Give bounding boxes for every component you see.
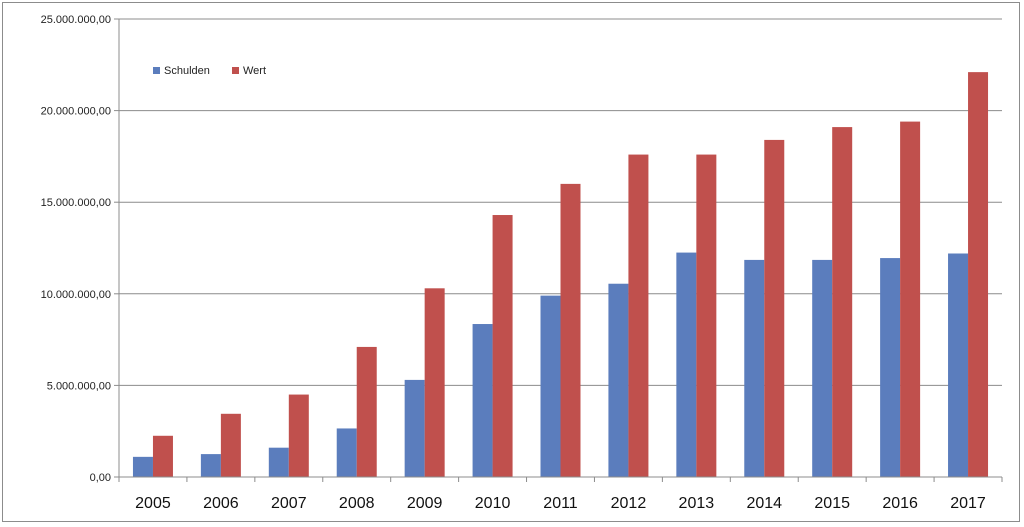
y-tick-labels: 0,00 5.000.000,00 10.000.000,00 15.000.000,…: [41, 14, 111, 484]
x-tick-label: 2009: [407, 495, 443, 512]
bar-wert-2011: [560, 183, 581, 477]
legend-swatch: [232, 67, 239, 74]
legend-swatch: [153, 67, 160, 74]
legend: Schulden Wert: [153, 65, 266, 77]
bar-schulden-2017: [948, 253, 969, 477]
bar-wert-2009: [424, 288, 445, 477]
y-tick-label: 25.000.000,00: [41, 14, 111, 26]
x-tick-label: 2006: [203, 495, 239, 512]
bar-wert-2015: [832, 127, 853, 477]
legend-label: Schulden: [164, 65, 210, 77]
bar-wert-2010: [492, 215, 513, 478]
bar-wert-2008: [356, 346, 377, 477]
bar-wert-2005: [152, 435, 173, 477]
bar-wert-2014: [764, 139, 785, 478]
y-tick-label: 10.000.000,00: [41, 289, 111, 301]
x-tick-label: 2015: [814, 495, 850, 512]
x-tick-labels: 2005 2006 2007 2008 2009 2010 2011 2012 2013 2014…: [135, 495, 986, 512]
bar-chart: 0,00 5.000.000,00 10.000.000,00 15.000.000,…: [41, 14, 1003, 512]
x-tick-label: 2008: [339, 495, 375, 512]
bar-schulden-2014: [744, 259, 765, 477]
bar-wert-2012: [628, 154, 649, 477]
bar-schulden-2016: [880, 258, 901, 477]
bar-schulden-2013: [676, 252, 697, 477]
bar-wert-2006: [220, 413, 241, 477]
y-tick-label: 5.000.000,00: [47, 380, 111, 392]
x-tick-label: 2014: [746, 495, 782, 512]
bar-schulden-2015: [812, 259, 833, 477]
x-tick-label: 2010: [475, 495, 511, 512]
bar-schulden-2006: [200, 454, 221, 477]
bar-schulden-2011: [540, 295, 561, 477]
bar-wert-2013: [696, 154, 717, 477]
bar-schulden-2008: [336, 428, 357, 477]
x-tick-label: 2016: [882, 495, 918, 512]
y-tick-label: 15.000.000,00: [41, 197, 111, 209]
axes: [114, 18, 1003, 482]
bar-schulden-2005: [132, 456, 153, 477]
bar-schulden-2012: [608, 283, 629, 477]
y-tick-label: 20.000.000,00: [41, 106, 111, 118]
legend-item-schulden: Schulden: [153, 65, 210, 77]
bar-schulden-2009: [404, 379, 425, 477]
y-tick-label: 0,00: [90, 472, 111, 484]
bar-wert-2016: [900, 121, 921, 477]
bars: [132, 72, 989, 478]
bar-wert-2017: [968, 72, 989, 478]
bar-wert-2007: [288, 394, 309, 477]
x-tick-label: 2017: [950, 495, 986, 512]
x-tick-label: 2012: [611, 495, 647, 512]
x-tick-label: 2007: [271, 495, 307, 512]
bar-schulden-2007: [268, 447, 289, 477]
legend-label: Wert: [243, 65, 266, 77]
bar-schulden-2010: [472, 324, 493, 477]
x-tick-label: 2013: [679, 495, 715, 512]
legend-item-wert: Wert: [232, 65, 266, 77]
x-tick-label: 2011: [543, 495, 578, 512]
x-tick-label: 2005: [135, 495, 171, 512]
